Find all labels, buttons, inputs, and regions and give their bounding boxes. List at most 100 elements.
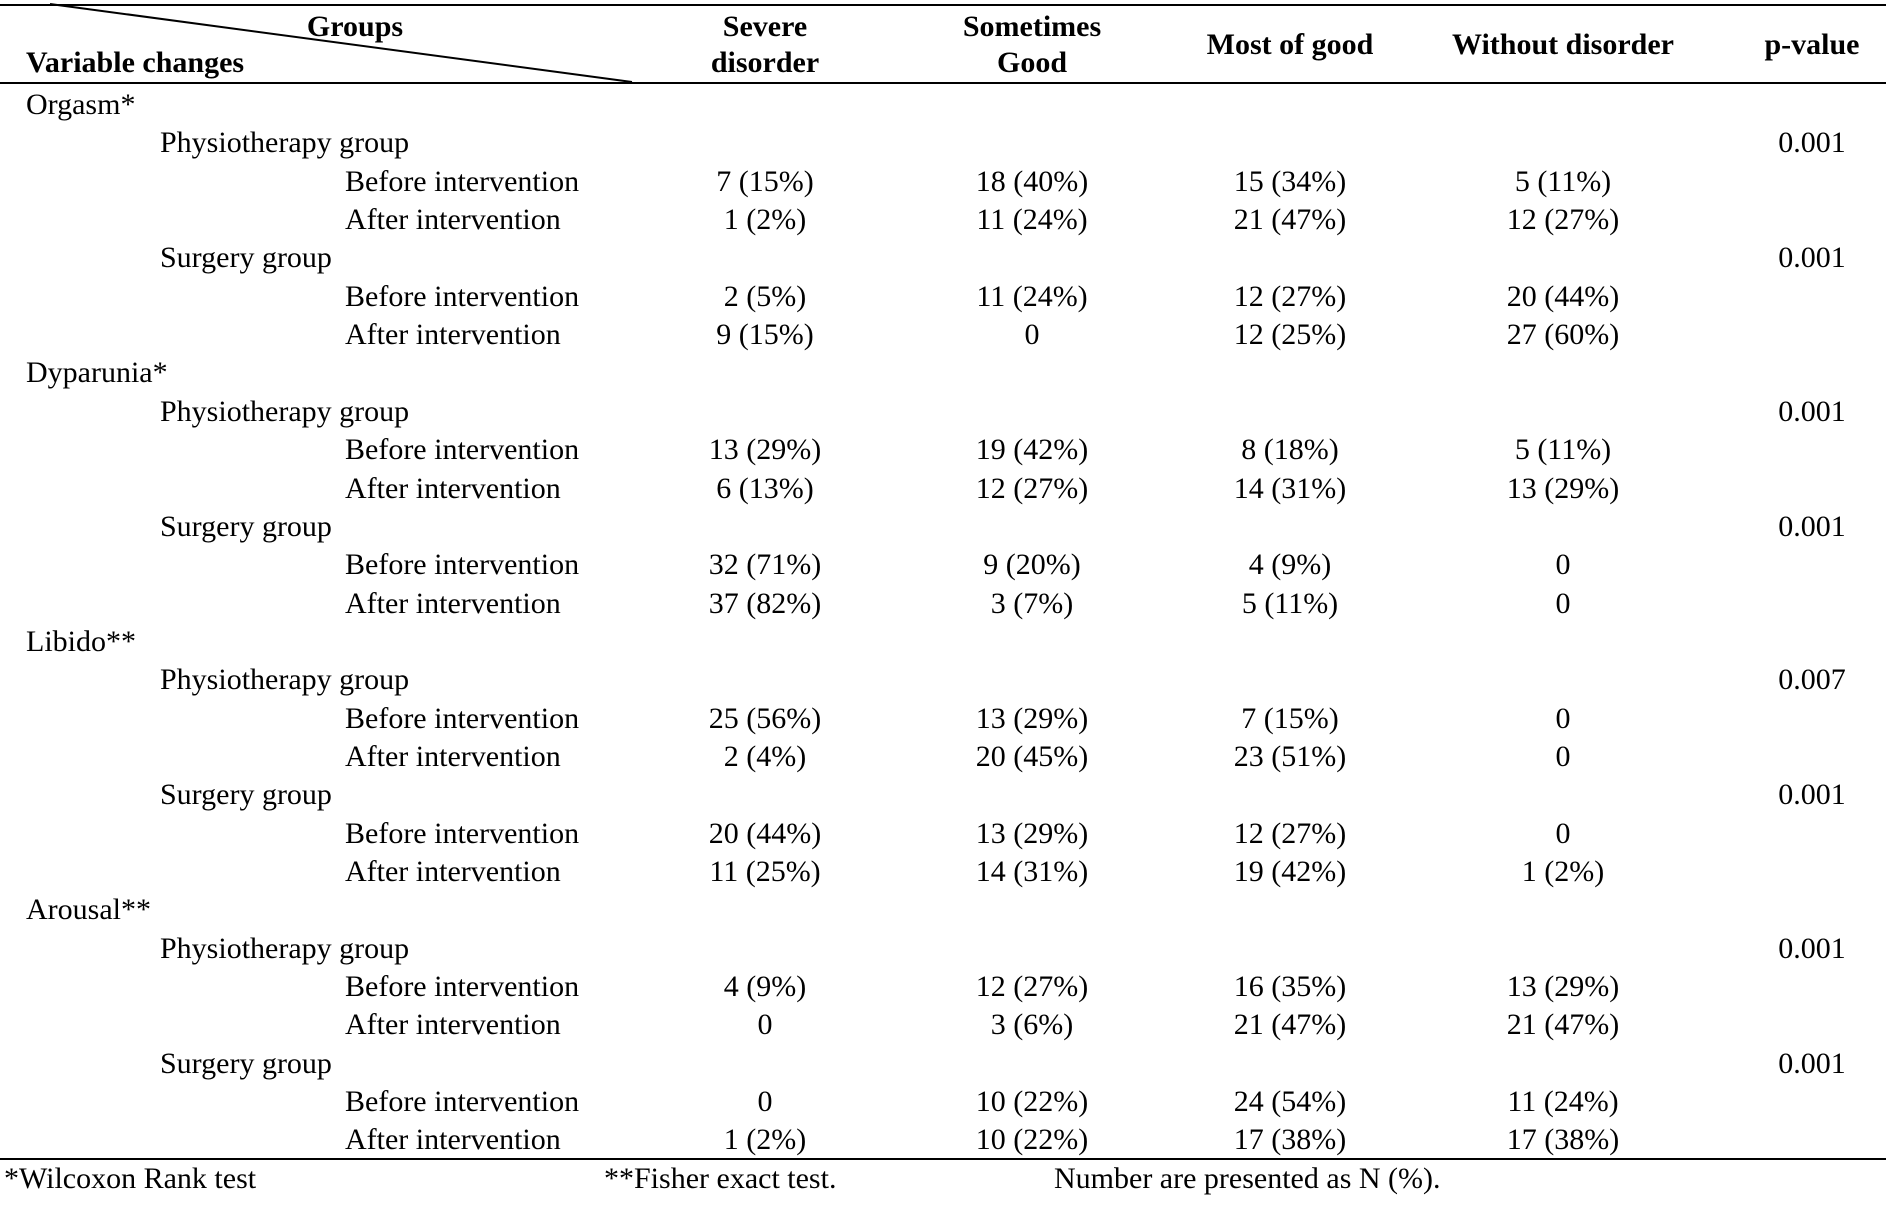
value-cell: 7 (15%) (716, 164, 814, 198)
header-without-disorder-1: Without disorder (1452, 28, 1674, 61)
value-cell: 13 (29%) (1506, 471, 1620, 505)
row-label: Before intervention (345, 1085, 580, 1119)
p-value-cell: 0.001 (1778, 931, 1846, 965)
p-value-cell: 0.001 (1778, 1046, 1846, 1080)
value-cell: 0 (1024, 318, 1040, 352)
value-cell: 12 (27%) (975, 970, 1089, 1004)
variable-label: Arousal** (26, 893, 151, 927)
value-cell: 27 (60%) (1506, 318, 1620, 352)
value-cell: 5 (11%) (1514, 164, 1612, 198)
value-cell: 18 (40%) (975, 164, 1089, 198)
value-cell: 0 (757, 1008, 773, 1042)
header-sometimes-good-2: Good (996, 46, 1068, 79)
row-label: After intervention (345, 855, 561, 888)
value-cell: 17 (38%) (1506, 1123, 1620, 1157)
value-cell: 13 (29%) (975, 816, 1089, 850)
variable-label: Orgasm* (26, 88, 136, 121)
footnote-presentation: Number are presented as N (%). (1054, 1162, 1441, 1195)
row-label: After intervention (345, 739, 561, 773)
row-label: After intervention (345, 1123, 561, 1157)
value-cell: 1 (2%) (723, 1123, 807, 1157)
row-label: Before intervention (345, 164, 580, 198)
value-cell: 23 (51%) (1233, 739, 1347, 773)
value-cell: 14 (31%) (975, 855, 1089, 888)
value-cell: 8 (18%) (1241, 433, 1339, 467)
value-cell: 0 (1555, 701, 1571, 735)
value-cell: 16 (35%) (1233, 970, 1347, 1004)
value-cell: 12 (27%) (975, 471, 1089, 505)
row-label: Before intervention (345, 816, 580, 850)
value-cell: 12 (27%) (1233, 279, 1347, 313)
row-label: After intervention (345, 586, 561, 620)
variable-label: Dyparunia* (26, 356, 168, 390)
value-cell: 13 (29%) (708, 433, 822, 467)
group-label: Physiotherapy group (160, 126, 410, 160)
row-label: After intervention (345, 203, 561, 237)
value-cell: 11 (25%) (709, 855, 821, 888)
value-cell: 9 (20%) (983, 548, 1081, 582)
value-cell: 4 (9%) (1248, 548, 1332, 582)
value-cell: 20 (44%) (1506, 279, 1620, 313)
value-cell: 2 (4%) (723, 739, 807, 773)
row-label: Before intervention (345, 279, 580, 313)
value-cell: 21 (47%) (1233, 203, 1347, 237)
value-cell: 4 (9%) (723, 970, 807, 1004)
group-label: Surgery group (160, 509, 332, 543)
value-cell: 5 (11%) (1514, 433, 1612, 467)
p-value-cell: 0.007 (1778, 663, 1846, 697)
value-cell: 12 (27%) (1506, 203, 1620, 237)
p-value-cell: 0.001 (1778, 778, 1846, 812)
value-cell: 11 (24%) (1507, 1085, 1619, 1119)
value-cell: 24 (54%) (1233, 1085, 1347, 1119)
p-value-cell: 0.001 (1778, 509, 1846, 543)
group-label: Physiotherapy group (160, 394, 410, 428)
value-cell: 13 (29%) (1506, 970, 1620, 1004)
value-cell: 9 (15%) (716, 318, 814, 352)
row-label: Before intervention (345, 548, 580, 582)
value-cell: 11 (24%) (976, 279, 1088, 313)
value-cell: 7 (15%) (1241, 701, 1339, 735)
header-severe-disorder-1: Severe (722, 10, 808, 43)
value-cell: 14 (31%) (1233, 471, 1347, 505)
value-cell: 0 (1555, 816, 1571, 850)
value-cell: 5 (11%) (1241, 586, 1339, 620)
value-cell: 19 (42%) (1233, 855, 1347, 888)
value-cell: 12 (25%) (1233, 318, 1347, 352)
header-rule (0, 82, 1886, 84)
group-label: Surgery group (160, 1046, 332, 1080)
header-p-value-1: p-value (1764, 28, 1860, 61)
value-cell: 13 (29%) (975, 701, 1089, 735)
value-cell: 20 (44%) (708, 816, 822, 850)
header-severe-disorder-2: disorder (710, 46, 820, 79)
p-value-cell: 0.001 (1778, 126, 1846, 160)
row-label: After intervention (345, 318, 561, 352)
group-label: Surgery group (160, 778, 332, 812)
bottom-rule (0, 1158, 1886, 1160)
value-cell: 1 (2%) (1521, 855, 1605, 888)
value-cell: 0 (1555, 548, 1571, 582)
row-label: Before intervention (345, 433, 580, 467)
footnote-wilcoxon: *Wilcoxon Rank test (4, 1162, 257, 1195)
value-cell: 32 (71%) (708, 548, 822, 582)
value-cell: 17 (38%) (1233, 1123, 1347, 1157)
value-cell: 20 (45%) (975, 739, 1089, 773)
row-label: After intervention (345, 1008, 561, 1042)
value-cell: 37 (82%) (708, 586, 822, 620)
header-variable-changes: Variable changes (26, 46, 245, 79)
value-cell: 10 (22%) (975, 1085, 1089, 1119)
value-cell: 11 (24%) (976, 203, 1088, 237)
value-cell: 0 (1555, 739, 1571, 773)
value-cell: 3 (7%) (990, 586, 1074, 620)
group-label: Surgery group (160, 241, 332, 275)
value-cell: 21 (47%) (1506, 1008, 1620, 1042)
value-cell: 15 (34%) (1233, 164, 1347, 198)
row-label: Before intervention (345, 701, 580, 735)
header-groups: Groups (306, 10, 404, 43)
value-cell: 1 (2%) (723, 203, 807, 237)
top-rule (0, 4, 1886, 6)
value-cell: 3 (6%) (990, 1008, 1074, 1042)
variable-label: Libido** (26, 624, 136, 658)
p-value-cell: 0.001 (1778, 394, 1846, 428)
p-value-cell: 0.001 (1778, 241, 1846, 275)
